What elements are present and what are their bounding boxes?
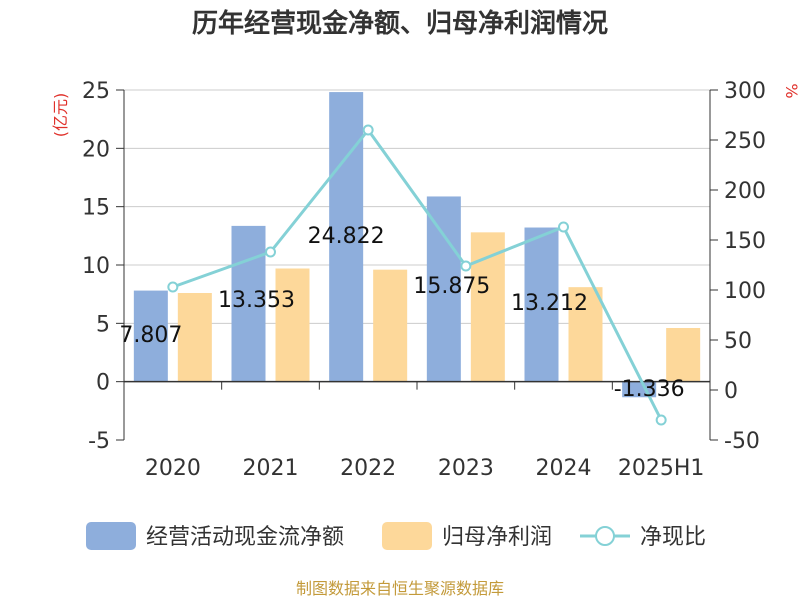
x-axis-category-label: 2020 [145, 456, 201, 481]
legend-marker-net-cash-ratio [595, 526, 615, 546]
right-axis-tick-label: 150 [724, 229, 766, 254]
bar-net-profit [275, 268, 310, 382]
right-axis-tick-label: 50 [724, 329, 752, 354]
data-label-cash-flow: 15.875 [413, 274, 490, 299]
x-axis-category-label: 2024 [536, 456, 592, 481]
source-note: 制图数据来自恒生聚源数据库 [296, 579, 504, 598]
data-label-cash-flow: -1.336 [614, 377, 685, 402]
left-axis-tick-label: 15 [82, 196, 110, 221]
legend: 经营活动现金流净额 归母净利润 净现比 [86, 522, 706, 550]
legend-label-net-cash-ratio: 净现比 [640, 525, 706, 550]
x-axis-category-label: 2023 [438, 456, 494, 481]
right-axis-tick-label: 250 [724, 129, 766, 154]
right-axis-tick-label: 0 [724, 379, 738, 404]
bar-net-profit [470, 232, 505, 382]
left-axis-tick-label: 25 [82, 79, 110, 104]
left-axis-tick-label: 5 [96, 312, 110, 337]
data-label-cash-flow: 24.822 [308, 224, 385, 249]
legend-swatch-net-profit [382, 522, 432, 550]
bar-cash-flow [426, 196, 461, 382]
right-axis-tick-label: 100 [724, 279, 766, 304]
net-cash-ratio-point [558, 221, 569, 233]
left-axis-tick-label: 20 [82, 137, 110, 162]
x-axis-category-label: 2021 [243, 456, 299, 481]
x-axis-category-label: 2022 [340, 456, 396, 481]
bar-net-profit [373, 269, 408, 382]
net-cash-ratio-point [265, 246, 276, 258]
left-axis-unit: (亿元) [51, 93, 70, 138]
legend-label-cash-flow: 经营活动现金流净额 [146, 525, 344, 550]
net-cash-ratio-point [362, 124, 374, 136]
net-cash-ratio-point [167, 281, 179, 293]
legend-label-net-profit: 归母净利润 [442, 525, 552, 550]
data-label-cash-flow: 7.807 [119, 323, 182, 348]
net-cash-ratio-line [172, 127, 663, 421]
right-axis-tick-label: 200 [724, 179, 766, 204]
x-axis-category-label: 2025H1 [618, 456, 705, 481]
right-axis-unit: % [782, 83, 800, 98]
right-axis-tick-label: -50 [724, 429, 760, 454]
data-label-cash-flow: 13.212 [511, 291, 588, 316]
bar-cash-flow [329, 92, 364, 382]
bar-net-profit [177, 293, 212, 382]
right-axis-tick-label: 300 [724, 79, 766, 104]
bar-cash-flow [133, 290, 168, 382]
data-label-cash-flow: 13.353 [218, 288, 295, 313]
bar-cash-flow [524, 227, 559, 382]
left-axis-tick-label: -5 [88, 429, 110, 454]
left-axis-tick-label: 0 [96, 371, 110, 396]
net-cash-ratio-point [655, 414, 667, 426]
chart-title: 历年经营现金净额、归母净利润情况 [192, 8, 608, 39]
left-axis-tick-label: 10 [82, 254, 110, 279]
bar-cash-flow [231, 225, 266, 382]
net-cash-ratio-point [460, 260, 472, 272]
bar-net-profit [568, 287, 603, 382]
legend-swatch-cash-flow [86, 522, 136, 550]
bar-net-profit [666, 328, 701, 382]
